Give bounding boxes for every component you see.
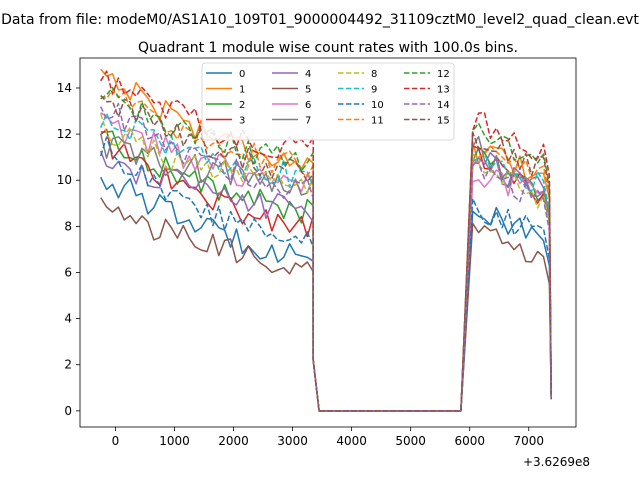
y-tick-label: 0 — [64, 404, 72, 418]
y-tick-label: 10 — [57, 173, 72, 187]
y-tick-label: 4 — [64, 312, 72, 326]
chart-suptitle: Data from file: modeM0/AS1A10_109T01_900… — [1, 12, 639, 28]
legend-label-3: 3 — [239, 116, 245, 127]
legend-label-2: 2 — [239, 100, 245, 111]
legend-label-1: 1 — [239, 85, 245, 96]
x-tick-label: 5000 — [395, 434, 426, 448]
legend-label-11: 11 — [371, 116, 384, 127]
legend-label-5: 5 — [305, 85, 311, 96]
series-layer — [99, 68, 552, 412]
y-tick-label: 12 — [57, 127, 72, 141]
y-tick-label: 2 — [64, 358, 72, 372]
legend-label-15: 15 — [437, 116, 450, 127]
x-tick-label: 4000 — [336, 434, 367, 448]
x-tick-label: 3000 — [277, 434, 308, 448]
x-tick-label: 2000 — [218, 434, 249, 448]
x-tick-label: 6000 — [454, 434, 485, 448]
legend-label-12: 12 — [437, 69, 450, 80]
legend-label-13: 13 — [437, 85, 450, 96]
legend-label-7: 7 — [305, 116, 311, 127]
x-offset-label: +3.6269e8 — [523, 455, 590, 469]
legend-frame — [201, 62, 455, 141]
x-tick-label: 0 — [112, 434, 120, 448]
legend-label-6: 6 — [305, 100, 311, 111]
legend-label-4: 4 — [305, 69, 311, 80]
series-line-13 — [100, 70, 552, 412]
y-tick-label: 8 — [64, 219, 72, 233]
chart-title: Quadrant 1 module wise count rates with … — [138, 40, 518, 56]
legend-label-14: 14 — [437, 100, 450, 111]
legend-label-0: 0 — [239, 69, 245, 80]
legend-label-8: 8 — [371, 69, 377, 80]
legend-label-10: 10 — [371, 100, 384, 111]
series-line-15 — [100, 94, 552, 412]
y-tick-label: 6 — [64, 265, 72, 279]
y-tick-label: 14 — [57, 81, 72, 95]
series-line-12 — [100, 86, 552, 412]
legend-label-9: 9 — [371, 85, 377, 96]
plot-frame — [79, 57, 577, 428]
x-tick-label: 1000 — [159, 434, 190, 448]
series-line-14 — [100, 102, 552, 412]
x-tick-label: 7000 — [513, 434, 544, 448]
